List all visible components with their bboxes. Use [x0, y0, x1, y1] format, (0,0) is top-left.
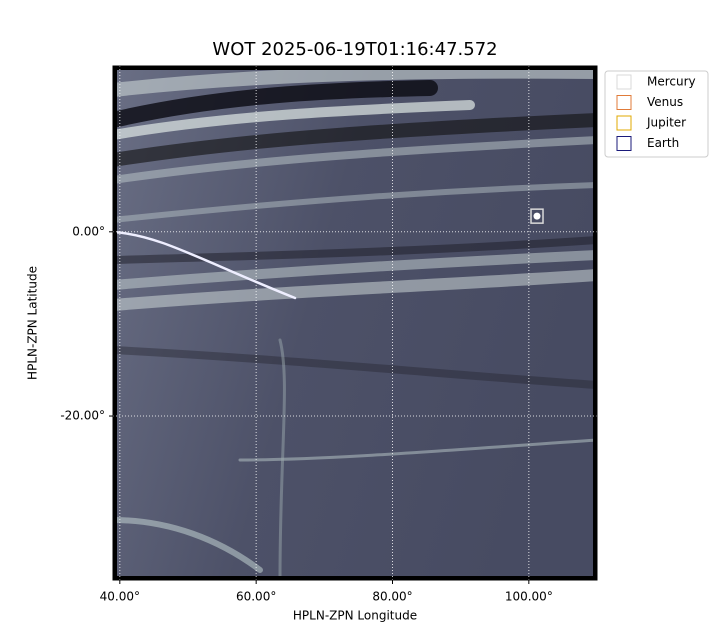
legend-swatch	[616, 136, 632, 151]
image	[113, 66, 597, 580]
y-axis-label: HPLN-ZPN Latitude	[26, 266, 40, 380]
planet-glow	[533, 212, 541, 220]
legend-label: Earth	[647, 136, 679, 150]
x-tick-label: 80.00°	[372, 590, 412, 604]
axes-frame	[112, 65, 598, 581]
legend-label: Mercury	[647, 75, 696, 89]
planet-marker	[530, 208, 544, 224]
legend-label: Jupiter	[646, 116, 686, 130]
y-tick-label: 0.00°	[72, 224, 105, 238]
x-axis-label: HPLN-ZPN Longitude	[293, 609, 417, 623]
legend-swatch	[616, 95, 632, 110]
legend-swatch	[616, 74, 632, 90]
x-tick-label: 40.00°	[100, 590, 140, 604]
legend-label: Venus	[647, 95, 683, 109]
x-tick-label: 60.00°	[236, 590, 276, 604]
x-tick-label: 100.00°	[505, 590, 553, 604]
chart-title: WOT 2025-06-19T01:16:47.572	[212, 39, 497, 60]
legend-swatch	[616, 115, 632, 131]
y-tick-label: -20.00°	[60, 409, 105, 423]
legend	[604, 70, 709, 158]
